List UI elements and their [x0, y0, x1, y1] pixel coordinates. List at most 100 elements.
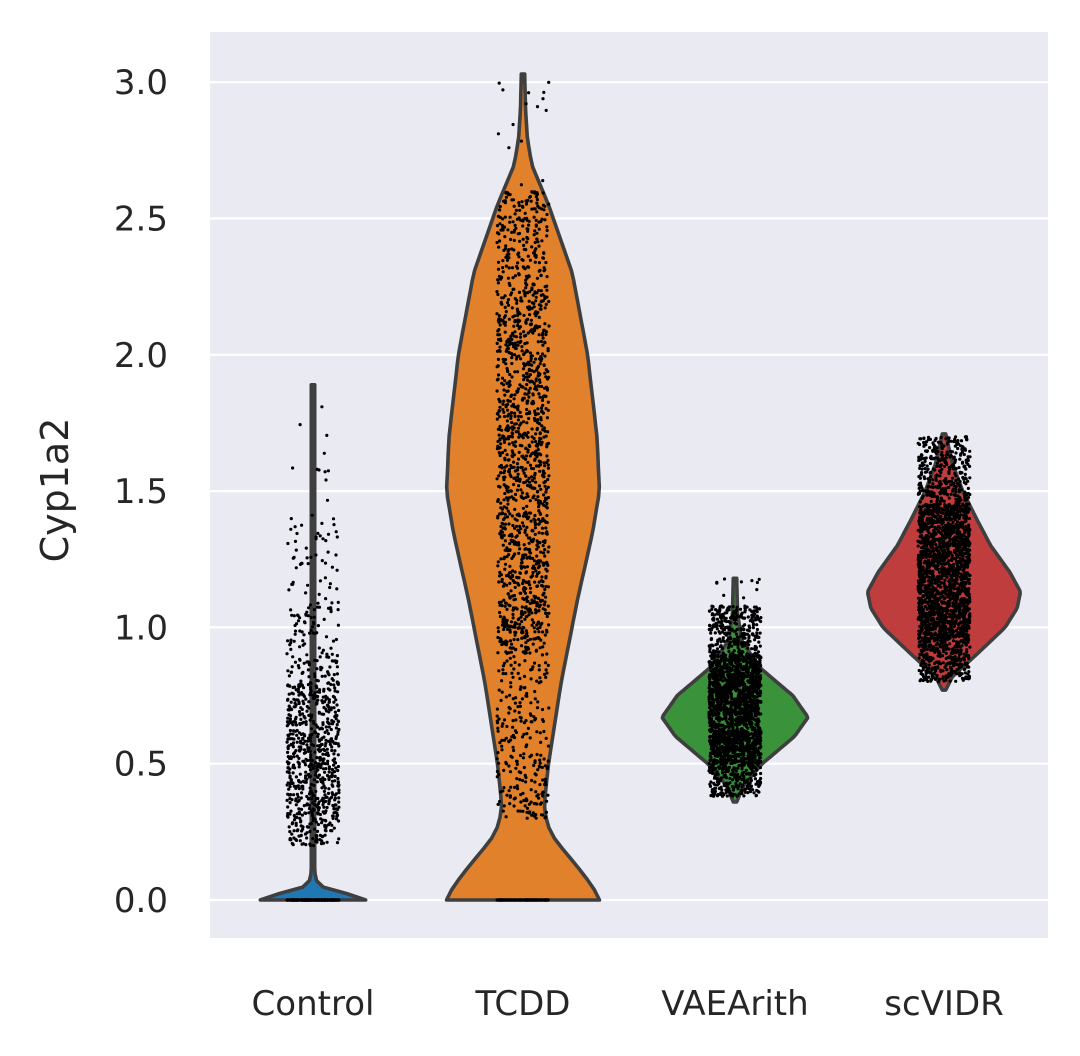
data-point [326, 687, 330, 691]
data-point [336, 600, 340, 605]
data-point [525, 492, 529, 496]
data-point [324, 799, 328, 804]
data-point [758, 781, 763, 785]
data-point [711, 770, 715, 775]
data-point [496, 267, 501, 271]
data-point [513, 444, 518, 448]
data-point [332, 695, 336, 699]
data-point [319, 748, 323, 752]
data-point [502, 627, 506, 632]
data-point [495, 707, 499, 711]
data-point [529, 701, 533, 705]
data-point [758, 690, 762, 695]
data-point [327, 770, 331, 774]
data-point [523, 565, 527, 569]
data-point [526, 227, 530, 231]
data-point [285, 652, 289, 656]
data-point [325, 805, 329, 810]
data-point [288, 801, 292, 805]
data-point [327, 799, 331, 803]
data-point [298, 812, 302, 816]
data-point [533, 486, 537, 490]
data-point [718, 708, 722, 712]
data-point [527, 91, 531, 95]
data-point [299, 717, 303, 722]
data-point [300, 671, 304, 676]
data-point [513, 274, 518, 278]
data-point [737, 792, 741, 796]
data-point [312, 721, 316, 725]
data-point [323, 730, 327, 735]
data-point [335, 672, 339, 676]
data-point [314, 789, 318, 794]
data-point [731, 751, 735, 755]
data-point [540, 653, 545, 657]
data-point [532, 494, 536, 498]
data-point [293, 815, 297, 819]
data-point [532, 215, 536, 219]
data-point [318, 755, 322, 760]
data-point [324, 478, 328, 482]
data-point [541, 403, 545, 407]
data-point [513, 393, 517, 397]
data-point [544, 736, 548, 741]
data-point [523, 634, 527, 639]
data-point [330, 565, 334, 569]
data-point [321, 695, 325, 699]
data-point [543, 782, 547, 787]
data-point [503, 330, 507, 334]
data-point [722, 670, 726, 674]
data-point [535, 560, 539, 564]
data-point [524, 799, 528, 803]
data-point [740, 727, 744, 731]
data-point [718, 705, 722, 709]
data-point [740, 677, 744, 681]
data-point [287, 588, 291, 592]
data-point [728, 739, 732, 743]
data-point [524, 645, 528, 650]
data-point [541, 544, 545, 548]
data-point [497, 409, 501, 413]
data-point [538, 646, 542, 650]
data-point [326, 762, 330, 766]
data-point [311, 766, 315, 771]
data-point [531, 331, 535, 335]
data-point [744, 658, 748, 662]
data-point [324, 809, 328, 813]
data-point [505, 793, 509, 797]
data-point [507, 146, 511, 150]
data-point [525, 235, 529, 240]
data-point [329, 727, 333, 732]
data-point [319, 737, 323, 742]
data-point [749, 671, 754, 676]
data-point [524, 457, 528, 461]
data-point [336, 753, 340, 757]
data-point [753, 761, 757, 765]
data-point [503, 305, 507, 309]
data-point [294, 622, 299, 626]
data-point [718, 674, 722, 678]
data-point [539, 680, 543, 684]
data-point [502, 625, 507, 629]
data-point [292, 755, 296, 759]
data-point [520, 644, 524, 648]
data-point [520, 384, 524, 389]
data-point [292, 818, 297, 822]
data-point [523, 530, 527, 535]
data-point [536, 620, 541, 624]
data-point [516, 809, 520, 813]
data-point [714, 670, 718, 674]
data-point [544, 526, 548, 530]
data-point [749, 784, 754, 788]
data-point [523, 375, 527, 379]
data-point [529, 318, 534, 322]
data-point [740, 767, 744, 771]
data-point [734, 729, 738, 734]
data-point [518, 778, 522, 782]
data-point [316, 531, 320, 536]
data-point [315, 756, 319, 760]
data-point [333, 793, 337, 797]
data-point [497, 433, 501, 437]
data-point [507, 522, 511, 526]
data-point [502, 582, 506, 586]
